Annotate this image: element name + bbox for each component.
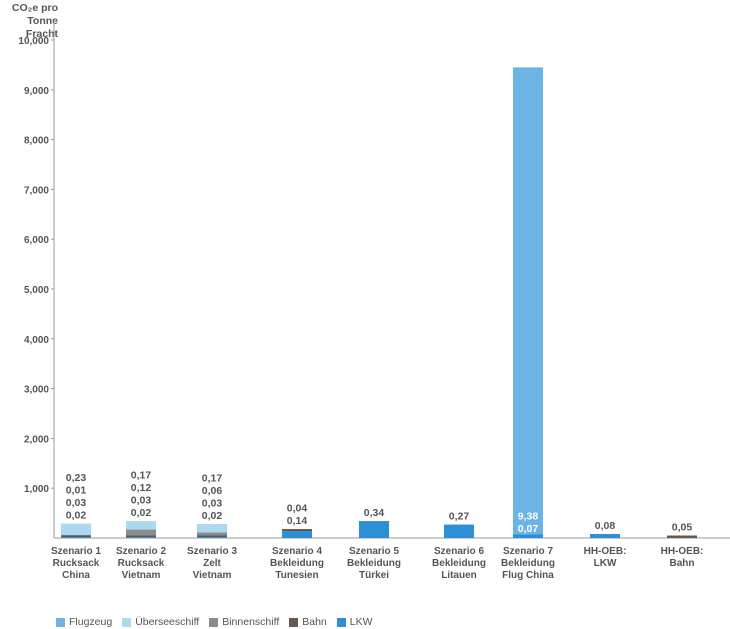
bar-segment-bahn [197, 535, 227, 538]
stacked-bar-chart: 1,000 2,000 3,000 4,000 5,000 6,000 7,000 8,000… [18, 20, 730, 581]
data-label: 0,23 [66, 472, 87, 484]
x-category-label: Tunesien [275, 570, 318, 581]
x-category-label: LKW [594, 558, 617, 569]
y-tick-label: 2,000 [24, 434, 49, 445]
legend-item: Überseeschiff [122, 616, 199, 628]
data-label: 0,02 [202, 510, 223, 522]
legend-label: Binnenschiff [222, 616, 280, 628]
x-category-label: Vietnam [193, 570, 232, 581]
data-label: 0,08 [595, 520, 616, 532]
y-tick-label: 4,000 [24, 335, 49, 346]
x-category-label: Bekleidung [432, 558, 486, 569]
data-label: 0,17 [131, 470, 152, 482]
bar-segment-lkw [513, 534, 543, 538]
bar-segment-lkw [282, 531, 312, 538]
x-category-label: Türkei [359, 570, 389, 581]
bar-segment-binnenschiff [126, 529, 156, 536]
legend-swatch [209, 617, 219, 627]
legend-item: Flugzeug [56, 616, 112, 628]
x-category-label: Bekleidung [270, 558, 324, 569]
bar-segment-flugzeug [513, 67, 543, 535]
data-label: 0,17 [202, 473, 223, 485]
data-label: 0,12 [131, 482, 152, 494]
data-label: 0,14 [287, 515, 308, 527]
x-category-label: Flug China [502, 570, 554, 581]
x-category-label: Bekleidung [501, 558, 555, 569]
data-label: 0,02 [131, 507, 152, 519]
x-category-label: Zelt [203, 558, 221, 569]
x-category-label: Szenario 3 [187, 546, 237, 557]
x-category-label: Vietnam [122, 570, 161, 581]
legend-label: Bahn [302, 616, 327, 628]
bar-segment-bahn [282, 529, 312, 532]
data-label: 0,27 [449, 511, 470, 523]
legend-swatch [56, 617, 65, 627]
legend-swatch [336, 617, 346, 627]
x-category-label: Szenario 5 [349, 546, 399, 557]
bar-segment-lkw [61, 537, 91, 538]
x-category-label: Szenario 7 [503, 546, 553, 557]
y-tick-label: 9,000 [24, 86, 49, 97]
bar-segment-bahn [126, 535, 156, 538]
legend-item: LKW [336, 616, 373, 628]
x-category-label: Szenario 1 [51, 546, 101, 557]
y-tick-label: 5,000 [24, 285, 49, 296]
bar-segment--berseeschiff [197, 524, 227, 533]
y-tick-label: 7,000 [24, 185, 49, 196]
bar-segment--berseeschiff [126, 521, 156, 530]
bar-segment-lkw [197, 537, 227, 538]
bar-segment--berseeschiff [61, 523, 91, 536]
y-tick-label: 10,000 [18, 36, 49, 47]
y-tick-label: 1,000 [24, 484, 49, 495]
bar-segment-lkw [444, 524, 474, 538]
legend-swatch [289, 617, 299, 627]
data-label: 0,04 [287, 503, 308, 515]
bar-segment-lkw [590, 534, 620, 538]
bar-segment-lkw [126, 537, 156, 538]
x-category-label: Szenario 2 [116, 546, 166, 557]
bar-segment-bahn [61, 535, 91, 538]
bar-segment-binnenschiff [61, 535, 91, 536]
bar-segment-binnenschiff [197, 532, 227, 536]
chart-legend: Flugzeug Überseeschiff Binnenschiff Bahn LKW [56, 616, 373, 628]
data-label: 0,03 [131, 495, 152, 507]
legend-item: Binnenschiff [209, 616, 279, 628]
data-label: 0,02 [66, 510, 87, 522]
x-category-label: China [62, 570, 90, 581]
data-label: 0,05 [672, 522, 693, 534]
x-category-label: Litauen [441, 570, 477, 581]
bar-segment-bahn [667, 535, 697, 538]
y-tick-label: 6,000 [24, 235, 49, 246]
data-label: 0,06 [202, 485, 223, 497]
bar-segment-lkw [359, 521, 389, 538]
x-category-label: Bahn [670, 558, 695, 569]
y-axis-title: CO₂e pro Tonne Fracht [0, 2, 58, 41]
legend-item: Bahn [289, 616, 327, 628]
y-tick-label: 3,000 [24, 385, 49, 396]
data-label: 0,03 [202, 498, 223, 510]
y-axis-title-line-1: CO₂e pro [11, 2, 58, 14]
legend-label: LKW [349, 616, 373, 628]
data-label: 0,03 [66, 497, 87, 509]
legend-label: Überseeschiff [135, 616, 200, 628]
x-category-label: Bekleidung [347, 558, 401, 569]
legend-swatch [122, 617, 132, 627]
x-category-label: Rucksack [53, 558, 100, 569]
x-category-label: Rucksack [118, 558, 165, 569]
y-tick-label: 8,000 [24, 136, 49, 147]
legend-label: Flugzeug [69, 616, 113, 628]
data-label: 0,34 [364, 507, 385, 519]
data-label-inside: 9,38 [518, 511, 539, 523]
y-axis-title-line-2: Tonne Fracht [25, 15, 58, 40]
x-category-label: HH-OEB: [584, 546, 627, 557]
x-category-label: Szenario 4 [272, 546, 322, 557]
x-category-label: Szenario 6 [434, 546, 484, 557]
data-label: 0,01 [66, 485, 87, 497]
x-category-label: HH-OEB: [661, 546, 704, 557]
data-label-inside: 0,07 [518, 523, 539, 535]
